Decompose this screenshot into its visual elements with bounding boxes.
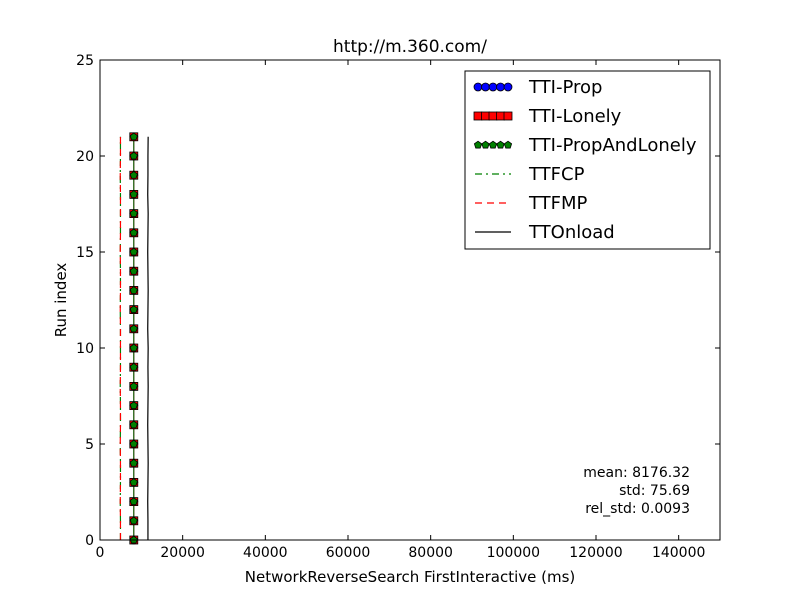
data-point-tti-propandlonely	[129, 362, 138, 371]
legend: TTI-Prop TTI-Lonely TTI-PropAndLonely TTFCP…	[464, 70, 711, 250]
data-point-tti-propandlonely	[129, 439, 138, 448]
legend-label: TTI-Prop	[528, 77, 602, 98]
stats-std: std: 75.69	[619, 483, 690, 499]
x-tick-label: 140000	[652, 545, 705, 561]
data-point-tti-propandlonely	[129, 382, 138, 390]
data-point-tti-propandlonely	[129, 170, 138, 179]
x-tick-label: 120000	[569, 545, 622, 561]
data-point-tti-propandlonely	[129, 247, 138, 256]
x-tick-label: 60000	[326, 545, 371, 561]
stats-annotation: mean: 8176.32 std: 75.69 rel_std: 0.0093	[583, 465, 690, 517]
stats-mean: mean: 8176.32	[583, 465, 690, 481]
legend-marker	[481, 140, 490, 149]
legend-entry: TTFCP	[475, 164, 585, 185]
y-axis-label: Run index	[52, 263, 70, 338]
data-point-tti-propandlonely	[129, 209, 138, 218]
data-point-tti-propandlonely	[129, 324, 138, 333]
legend-entry: TTOnload	[475, 222, 615, 243]
legend-marker	[473, 111, 483, 121]
data-point-tti-propandlonely	[129, 286, 138, 294]
data-point-tti-propandlonely	[129, 305, 138, 314]
axes: 0 20000 40000 60000 80000 100000 120000 140000 0…	[76, 53, 721, 561]
legend-marker	[496, 82, 505, 92]
x-tick-label: 20000	[160, 545, 205, 561]
legend-marker	[473, 140, 483, 149]
y-tick-label: 25	[76, 53, 94, 69]
legend-marker	[481, 82, 490, 92]
legend-label: TTFMP	[528, 193, 588, 214]
data-point-tti-propandlonely	[129, 420, 138, 429]
stats-rel-std: rel_std: 0.0093	[585, 501, 690, 517]
data-point-tti-propandlonely	[129, 458, 138, 467]
y-tick-label: 15	[76, 245, 94, 261]
legend-marker	[503, 82, 513, 92]
legend-entry: TTI-PropAndLonely	[473, 135, 697, 156]
chart-title: http://m.360.com/	[333, 37, 487, 57]
y-tick-label: 20	[76, 149, 94, 165]
legend-label: TTI-Lonely	[528, 106, 622, 127]
data-point-tti-propandlonely	[129, 516, 138, 525]
x-axis-label: NetworkReverseSearch FirstInteractive (m…	[245, 568, 576, 586]
legend-box	[464, 70, 711, 250]
x-tick-label: 40000	[243, 545, 288, 561]
data-point-tti-propandlonely	[129, 478, 138, 486]
legend-marker	[488, 111, 498, 121]
x-tick-label: 0	[96, 545, 105, 561]
legend-label: TTFCP	[528, 164, 585, 185]
y-tick-label: 10	[76, 341, 94, 357]
legend-marker	[496, 111, 505, 121]
legend-label: TTI-PropAndLonely	[528, 135, 697, 156]
y-tick-label: 0	[85, 533, 94, 549]
x-tick-label: 100000	[487, 545, 540, 561]
data-point-tti-propandlonely	[129, 343, 138, 352]
data-point-tti-propandlonely	[129, 497, 138, 506]
legend-entry: TTFMP	[475, 193, 588, 214]
legend-marker	[503, 111, 513, 121]
legend-marker	[481, 111, 490, 121]
y-tick-label: 5	[85, 437, 94, 453]
data-point-tti-propandlonely	[129, 228, 138, 237]
legend-label: TTOnload	[528, 222, 615, 243]
x-tick-label: 80000	[408, 545, 453, 561]
legend-marker	[488, 140, 498, 149]
data-point-tti-propandlonely	[129, 132, 138, 141]
data-point-tti-propandlonely	[129, 266, 138, 275]
data-point-tti-propandlonely	[129, 401, 138, 410]
legend-marker	[496, 140, 505, 149]
legend-marker	[503, 140, 513, 149]
data-point-tti-propandlonely	[129, 190, 138, 198]
legend-marker	[488, 82, 498, 92]
legend-entry: TTI-Prop	[473, 77, 602, 98]
plot-area	[119, 132, 149, 545]
data-point-tti-propandlonely	[129, 151, 138, 160]
legend-marker	[473, 82, 483, 92]
axes-frame	[99, 59, 721, 541]
legend-entry: TTI-Lonely	[473, 106, 622, 127]
